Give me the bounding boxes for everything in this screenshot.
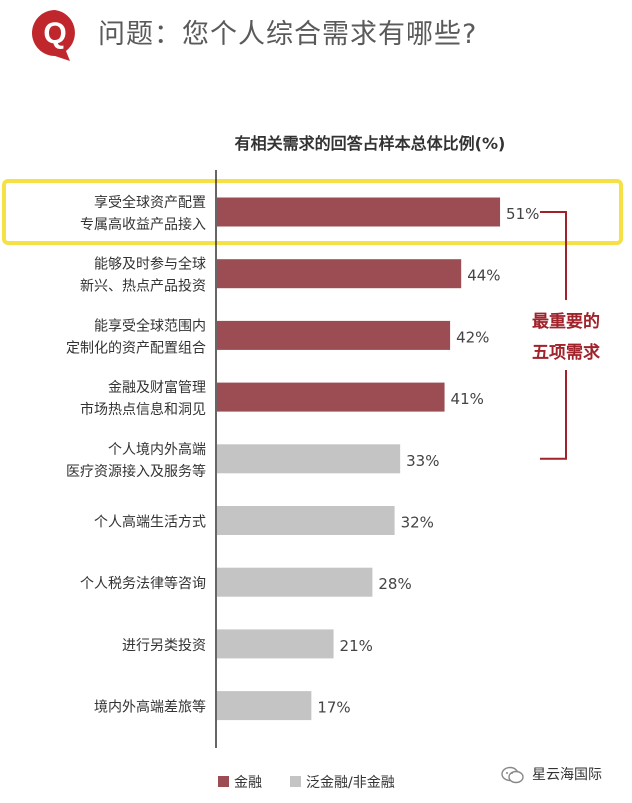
watermark-text: 星云海国际 — [532, 767, 602, 783]
category-label-1-line2: 专属高收益产品接入 — [80, 216, 206, 233]
question-title: 问题：您个人综合需求有哪些? — [98, 19, 478, 50]
highlight-box — [2, 179, 623, 245]
category-label-1-line1: 享受全球资产配置 — [94, 194, 206, 211]
bar-value-label-8: 21% — [340, 637, 373, 655]
bar-value-label-9: 17% — [317, 699, 350, 717]
bar-4 — [217, 382, 445, 412]
category-label-2-line2: 新兴、热点产品投资 — [80, 279, 206, 295]
bar-value-label-4: 41% — [451, 390, 484, 408]
annotation-line1: 最重要的 — [532, 311, 600, 332]
category-label-9: 境内外高端差旅等 — [94, 699, 206, 716]
bar-2 — [217, 259, 462, 289]
annotation-line2: 五项需求 — [532, 342, 600, 363]
category-label-8: 进行另类投资 — [122, 638, 206, 654]
legend-label-non: 泛金融/非金融 — [306, 775, 395, 791]
legend-swatch-finance — [218, 776, 229, 787]
bar-8 — [217, 629, 334, 659]
bar-1 — [217, 197, 501, 227]
legend-swatch-non — [290, 776, 301, 787]
bar-7 — [217, 567, 373, 597]
annotation-bg — [518, 300, 614, 370]
category-label-3-line1: 能享受全球范围内 — [94, 317, 206, 334]
category-label-4-line1: 金融及财富管理 — [108, 379, 206, 396]
category-label-5-line2: 医疗资源接入及服务等 — [66, 463, 206, 480]
svg-text:Q: Q — [43, 17, 66, 50]
category-label-4-line2: 市场热点信息和洞见 — [80, 401, 206, 418]
bar-3 — [217, 320, 451, 350]
bar-value-label-2: 44% — [467, 267, 500, 285]
category-label-2-line1: 能够及时参与全球 — [94, 256, 206, 273]
q-badge-icon: Q — [32, 10, 75, 61]
category-label-3-line2: 定制化的资产配置组合 — [66, 340, 206, 356]
bar-5 — [217, 444, 401, 474]
chart-title: 有相关需求的回答占样本总体比例(%) — [235, 134, 506, 153]
bar-value-label-5: 33% — [406, 452, 439, 470]
bar-6 — [217, 506, 395, 535]
wechat-icon — [501, 766, 524, 784]
category-label-6: 个人高端生活方式 — [94, 514, 206, 531]
legend-label-finance: 金融 — [234, 775, 262, 791]
bar-9 — [217, 691, 312, 721]
category-label-7: 个人税务法律等咨询 — [80, 575, 206, 592]
bar-value-label-6: 32% — [401, 514, 434, 532]
category-label-5-line1: 个人境内外高端 — [108, 441, 206, 458]
bar-value-label-3: 42% — [456, 328, 489, 346]
bar-value-label-7: 28% — [378, 575, 411, 593]
header: Q 问题：您个人综合需求有哪些? — [0, 0, 632, 70]
bar-value-label-1: 51% — [506, 205, 539, 223]
